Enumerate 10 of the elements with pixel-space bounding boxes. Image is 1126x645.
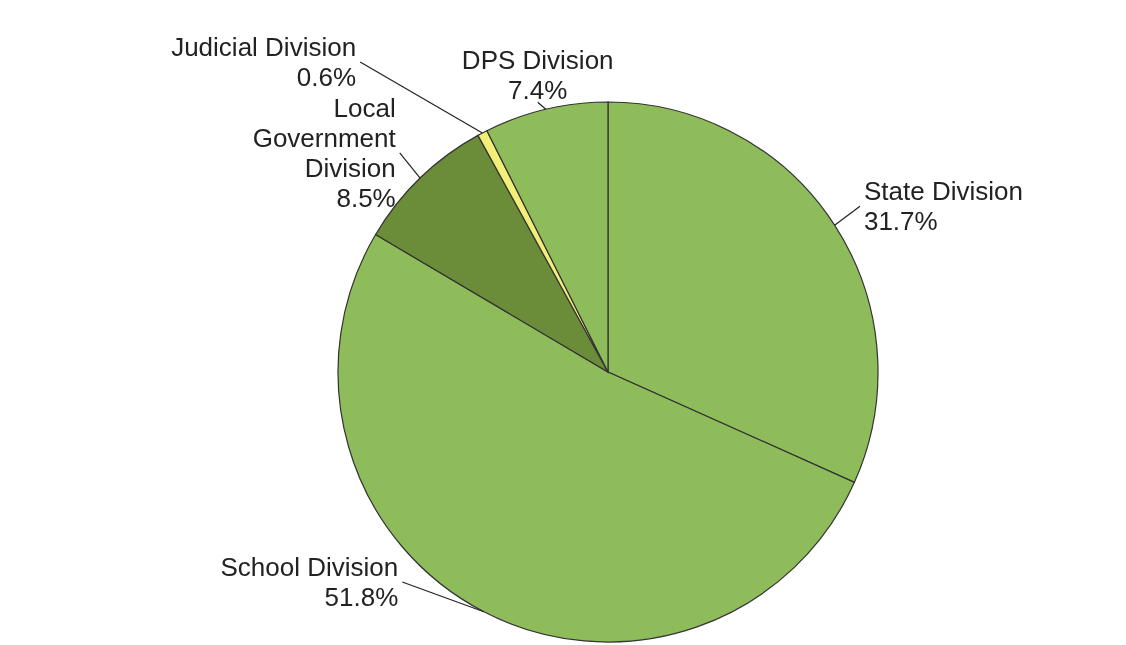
data-label: 0.6% — [296, 62, 357, 93]
slice-label: School Division — [220, 552, 399, 583]
data-label: 7.4% — [508, 75, 568, 106]
data-label: 31.7% — [863, 206, 938, 237]
slice-label: Judicial Division — [171, 32, 357, 63]
data-label: 8.5% — [336, 183, 396, 214]
slice-label: State Division — [863, 176, 1023, 207]
data-label: 51.8% — [324, 582, 399, 613]
slice-label: Local Government Division — [252, 93, 397, 184]
slice-label: DPS Division — [461, 45, 614, 76]
